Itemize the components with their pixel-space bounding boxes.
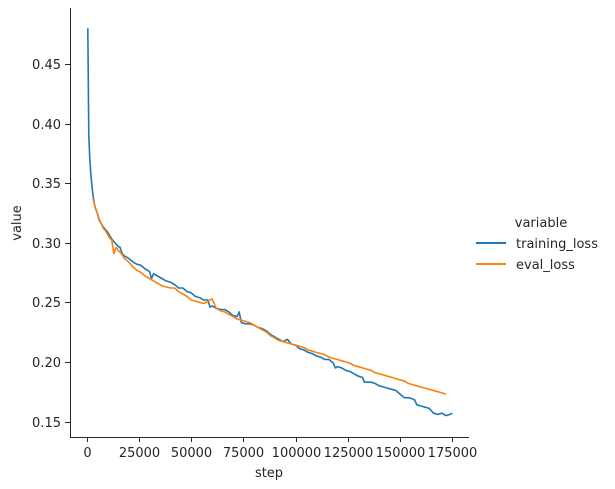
x-tick-label: 50000 — [171, 446, 212, 461]
legend-label-training-loss: training_loss — [516, 237, 598, 252]
x-tick-label: 150000 — [376, 446, 426, 461]
y-tick-label: 0.15 — [32, 416, 61, 431]
x-tick-label: 0 — [83, 446, 91, 461]
x-tick-label: 75000 — [223, 446, 264, 461]
legend-label-eval-loss: eval_loss — [516, 258, 575, 273]
y-axis-ticks: 0.15 0.20 0.25 0.30 0.35 0.40 0.45 — [32, 58, 70, 431]
legend: variable training_loss eval_loss — [476, 216, 598, 273]
plot-area: 0 25000 50000 75000 100000 125000 150000 175000… — [32, 8, 477, 461]
y-tick-label: 0.25 — [32, 296, 61, 311]
y-tick-label: 0.45 — [32, 58, 61, 73]
x-tick-label: 100000 — [272, 446, 322, 461]
series-layer — [87, 28, 453, 417]
y-tick-label: 0.20 — [32, 356, 61, 371]
legend-title: variable — [515, 216, 567, 231]
y-tick-label: 0.40 — [32, 118, 61, 133]
series-line-training-loss — [87, 28, 453, 417]
x-axis-label: step — [255, 466, 283, 481]
x-tick-label: 125000 — [324, 446, 374, 461]
y-axis-label: value — [10, 205, 25, 241]
x-axis-ticks: 0 25000 50000 75000 100000 125000 150000 175000 — [83, 437, 477, 461]
series-line-eval-loss — [92, 198, 447, 395]
y-tick-label: 0.30 — [32, 237, 61, 252]
x-tick-label: 25000 — [119, 446, 160, 461]
y-tick-label: 0.35 — [32, 177, 61, 192]
x-tick-label: 175000 — [428, 446, 478, 461]
